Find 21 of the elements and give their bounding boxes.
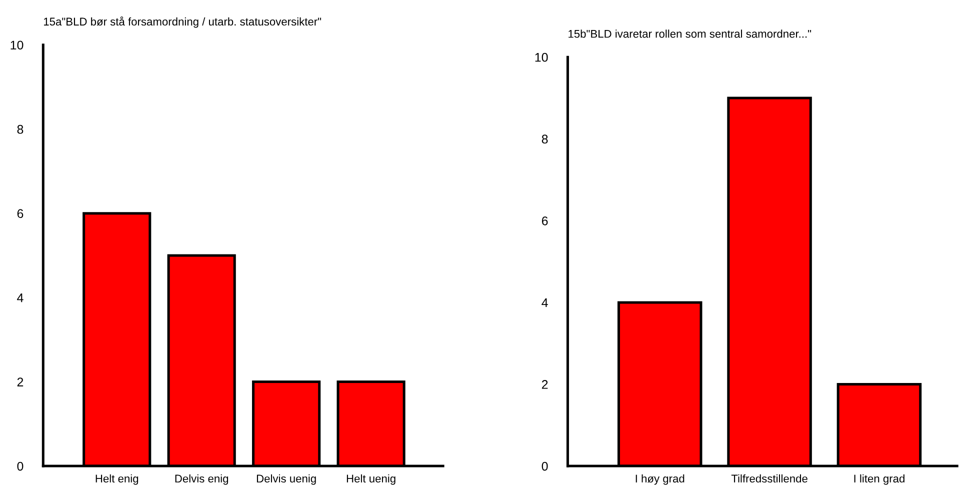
x-tick-label: I liten grad <box>854 474 904 485</box>
y-tick-label: 8 <box>17 124 24 134</box>
x-tick-label: Tilfredsstillende <box>731 474 808 483</box>
x-tick-label: Delvis enig <box>175 474 228 485</box>
x-tick-label: Helt uenig <box>346 474 396 485</box>
y-tick-label: 6 <box>17 209 24 218</box>
y-tick-label: 8 <box>542 134 548 144</box>
y-tick-label: 10 <box>10 40 24 50</box>
y-tick-label: 6 <box>542 216 548 226</box>
y-tick-label: 0 <box>17 462 24 471</box>
chart-title: 15a"BLD bør stå forsamordning / utarb. statusoversikter" <box>44 16 322 28</box>
y-tick-label: 2 <box>17 378 24 386</box>
y-tick-label: 2 <box>542 380 548 389</box>
y-tick-label: 0 <box>542 462 548 471</box>
chart-title: 15b"BLD ivaretar rollen som sentral samordner..." <box>568 30 812 38</box>
x-tick-label: Helt enig <box>96 474 138 485</box>
y-tick-label: 10 <box>535 52 548 62</box>
x-tick-label: Delvis uenig <box>256 474 316 485</box>
y-tick-label: 4 <box>17 294 24 302</box>
y-tick-label: 4 <box>542 298 548 307</box>
x-tick-label: I høy grad <box>636 474 684 485</box>
